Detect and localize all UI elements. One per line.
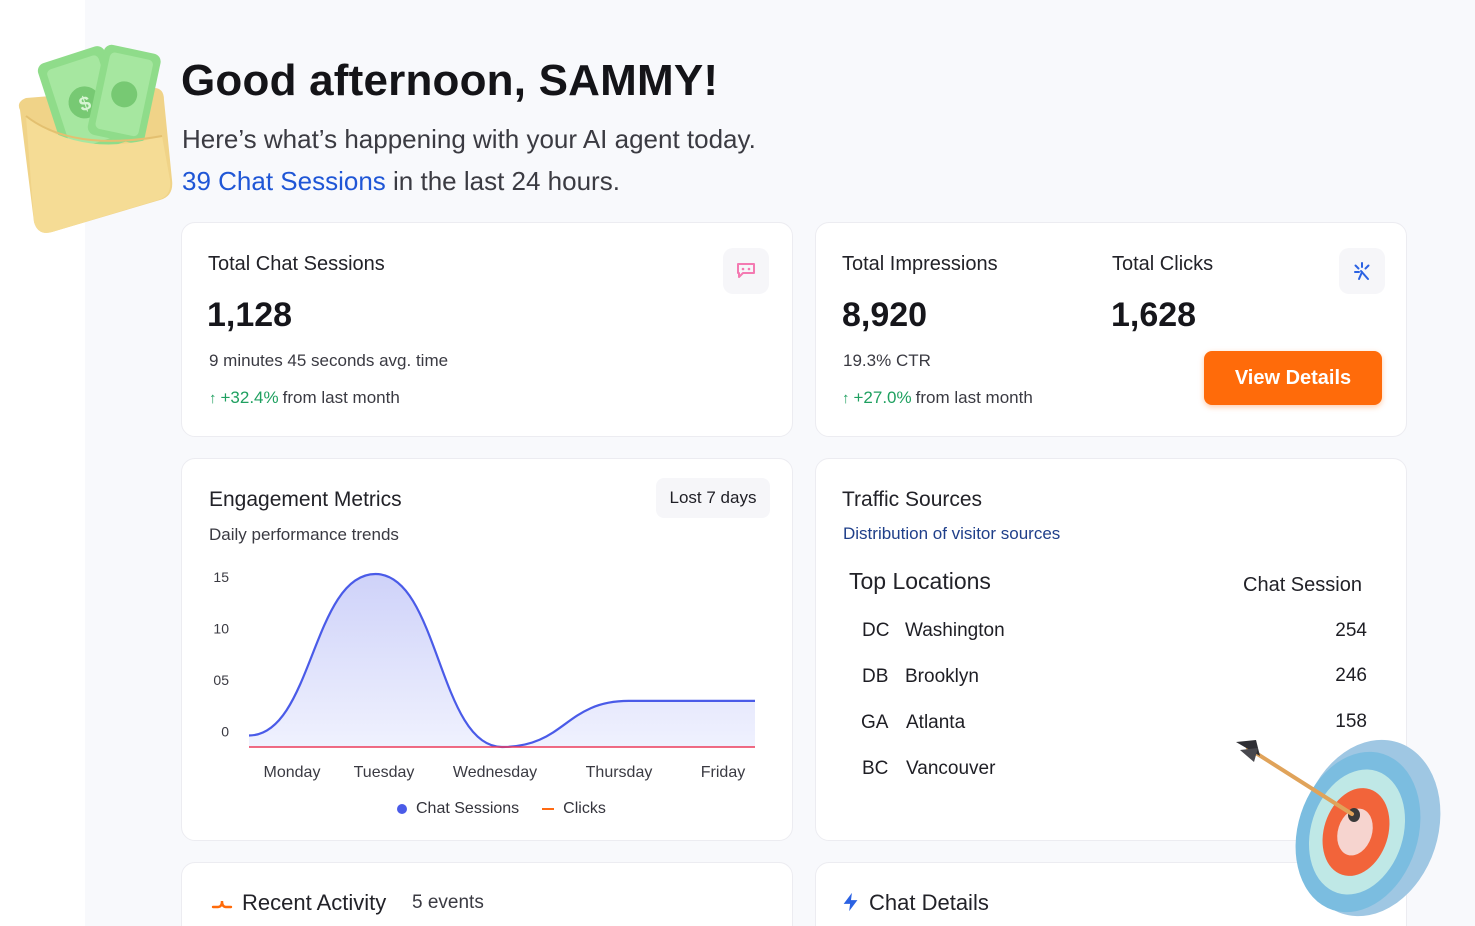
chat-sessions-line	[248, 572, 755, 749]
trend-up-icon: ↑	[209, 389, 217, 407]
chat-sessions-card	[181, 222, 793, 437]
engagement-card	[181, 458, 793, 841]
y-tick-label: 10	[213, 621, 229, 637]
chat-sessions-trend: ↑ +32.4% from last month	[209, 388, 400, 408]
sessions-summary: 39 Chat Sessions in the last 24 hours.	[182, 166, 620, 197]
location-name: Vancouver	[906, 758, 996, 779]
recent-activity-title: Recent Activity	[242, 890, 387, 915]
chat-sessions-trend-pct: +32.4%	[220, 388, 279, 407]
impressions-value: 8,920	[842, 296, 928, 334]
location-name: Atlanta	[906, 712, 966, 733]
location-name: Washington	[905, 620, 1005, 641]
target-illustration	[1236, 739, 1441, 917]
x-tick-label: Friday	[701, 764, 745, 781]
clicks-legend-dash	[542, 808, 555, 810]
chat-sessions-area	[249, 574, 755, 747]
avg-time-text: 9 minutes 45 seconds avg. time	[209, 351, 449, 370]
chat-sessions-title: Total Chat Sessions	[208, 253, 385, 275]
top-locations-header: Top Locations	[849, 568, 991, 594]
traffic-subtitle: Distribution of visitor sources	[843, 524, 1061, 543]
location-code: DC	[862, 620, 890, 641]
impressions-trend-pct: +27.0%	[853, 388, 912, 407]
chat-icon-box[interactable]	[723, 248, 769, 294]
ctr-value: 19.3%	[843, 351, 892, 370]
chart-legend: Chat Sessions Clicks	[396, 800, 606, 818]
engagement-title: Engagement Metrics	[209, 488, 402, 511]
x-tick-label: Monday	[264, 764, 321, 781]
traffic-title: Traffic Sources	[842, 488, 983, 511]
trend-up-icon: ↑	[842, 389, 850, 407]
y-tick-label: 0	[221, 724, 229, 740]
engagement-subtitle: Daily performance trends	[209, 525, 399, 544]
location-value: 254	[1335, 620, 1367, 641]
impressions-trend-suffix: from last month	[915, 388, 1033, 407]
x-tick-label: Tuesday	[354, 764, 415, 781]
sessions-summary-highlight[interactable]: 39 Chat Sessions	[182, 166, 386, 196]
clicks-title: Total Clicks	[1112, 253, 1214, 275]
legend-chat-sessions: Chat Sessions	[416, 800, 520, 817]
location-value: 246	[1335, 665, 1367, 686]
greeting-subline: Here’s what’s happening with your AI age…	[182, 124, 756, 154]
location-code: GA	[861, 712, 889, 733]
engagement-chart: 15 10 05 0 Monday Tuesday Wednesday Thursday Fr…	[213, 569, 755, 781]
y-tick-label: 05	[213, 672, 229, 688]
money-envelope-illustration: $	[18, 44, 173, 233]
chat-details-title: Chat Details	[869, 890, 989, 915]
date-range-selector[interactable]: Lost 7 days	[656, 478, 770, 518]
recent-activity-count: 5 events	[412, 892, 484, 913]
clicks-value: 1,628	[1111, 296, 1197, 334]
chat-icon	[737, 263, 755, 278]
chat-sessions-value: 1,128	[207, 296, 293, 334]
location-code: BC	[862, 758, 889, 779]
ctr-label: CTR	[895, 351, 931, 370]
click-icon-box[interactable]	[1339, 248, 1385, 294]
x-tick-label: Wednesday	[453, 764, 537, 781]
legend-clicks: Clicks	[563, 800, 606, 817]
location-value: 158	[1335, 711, 1367, 732]
sessions-summary-suffix: in the last 24 hours.	[385, 166, 620, 196]
location-name: Brooklyn	[905, 666, 979, 687]
impressions-title: Total Impressions	[842, 253, 998, 275]
activity-icon	[211, 900, 233, 909]
location-code: DB	[862, 666, 889, 687]
ctr-text: 19.3% CTR	[843, 351, 931, 371]
view-details-button[interactable]: View Details	[1204, 351, 1382, 405]
x-tick-label: Thursday	[586, 764, 653, 781]
traffic-card	[815, 458, 1407, 841]
greeting-title: Good afternoon, SAMMY!	[181, 56, 719, 105]
click-icon	[1354, 262, 1370, 280]
lightning-icon	[843, 892, 858, 912]
impressions-trend: ↑ +27.0% from last month	[842, 388, 1033, 408]
chat-sessions-legend-dot	[397, 804, 407, 814]
y-tick-label: 15	[213, 569, 229, 585]
chat-sessions-trend-suffix: from last month	[282, 388, 400, 407]
recent-activity-card	[181, 862, 793, 926]
chat-session-header: Chat Session	[1243, 574, 1362, 596]
